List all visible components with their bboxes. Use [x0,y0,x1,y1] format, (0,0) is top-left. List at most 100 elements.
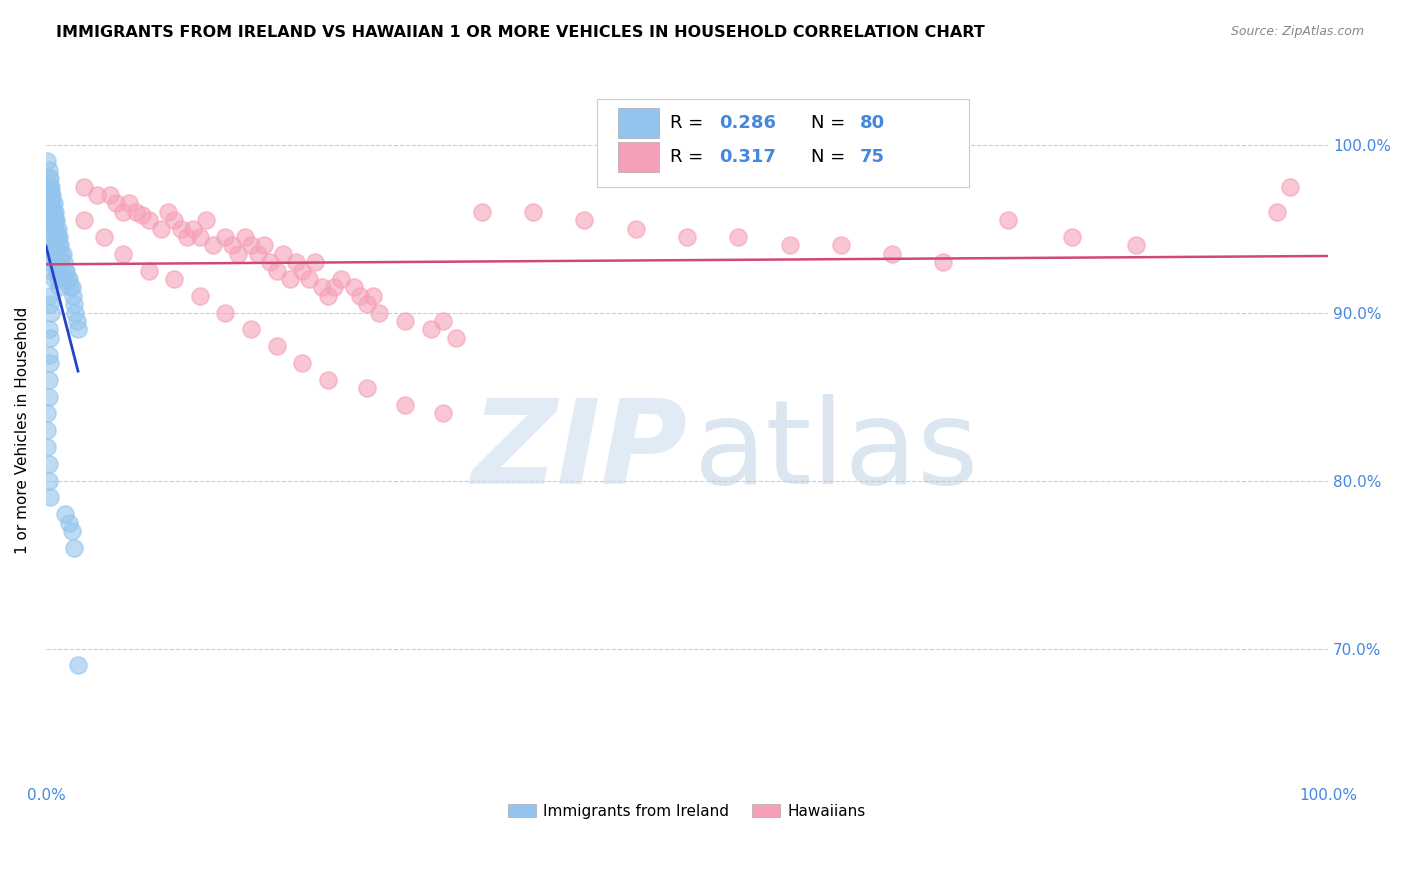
Point [38,297,60,311]
Point [62,289,84,303]
Point [66,314,89,328]
Point [394,314,416,328]
Point [42,247,65,261]
Text: Source: ZipAtlas.com: Source: ZipAtlas.com [1230,25,1364,38]
Point [58,516,80,530]
Point [44,213,66,227]
Point [45,230,67,244]
Point [125,204,148,219]
Text: 80: 80 [860,114,886,132]
Point [111,204,134,219]
Point [1125,238,1147,252]
Point [49,238,72,252]
Point [37,423,59,437]
Point [86,188,108,202]
Point [66,658,89,673]
Point [51,247,73,261]
Point [46,272,69,286]
Point [41,196,63,211]
Point [304,255,326,269]
Point [44,221,66,235]
Point [1278,179,1301,194]
Point [246,247,269,261]
Point [291,263,314,277]
Point [226,247,249,261]
Point [53,263,76,277]
Legend: Immigrants from Ireland, Hawaiians: Immigrants from Ireland, Hawaiians [502,797,872,825]
Point [38,196,60,211]
Point [53,508,76,522]
Point [56,272,79,286]
Point [98,188,121,202]
Point [41,263,63,277]
Point [446,331,468,345]
Point [624,221,647,235]
Point [48,280,70,294]
Point [131,208,153,222]
Point [46,221,69,235]
Point [38,390,60,404]
Point [38,162,60,177]
Point [38,204,60,219]
Point [394,398,416,412]
Point [39,188,62,202]
Point [38,179,60,194]
Point [38,322,60,336]
Point [38,221,60,235]
Point [37,440,59,454]
Point [676,230,699,244]
Point [471,204,494,219]
Text: R =: R = [671,114,710,132]
Point [38,348,60,362]
Point [361,289,384,303]
Point [46,230,69,244]
Text: 0.317: 0.317 [718,148,776,166]
Point [41,213,63,227]
Point [41,204,63,219]
Point [41,188,63,202]
Point [201,238,224,252]
Point [316,373,339,387]
Point [574,213,596,227]
Point [163,213,186,227]
Point [39,204,62,219]
Point [311,280,333,294]
Point [432,314,454,328]
Point [1060,230,1083,244]
Point [51,255,73,269]
Point [42,272,65,286]
Point [38,179,60,194]
Point [188,289,211,303]
FancyBboxPatch shape [598,99,969,186]
Text: 0.286: 0.286 [718,114,776,132]
Point [240,322,263,336]
Point [37,406,59,420]
Point [38,356,60,370]
Point [42,204,65,219]
Point [44,204,66,219]
Point [266,339,288,353]
Point [38,474,60,488]
Point [38,188,60,202]
Point [432,406,454,420]
Point [118,196,141,211]
Point [214,305,236,319]
Point [1265,204,1288,219]
Point [240,238,263,252]
Point [183,221,205,235]
Point [59,280,82,294]
Point [779,238,801,252]
Point [45,213,67,227]
Point [343,280,366,294]
Point [39,230,62,244]
Point [138,213,160,227]
Text: R =: R = [671,148,710,166]
Point [41,238,63,252]
Text: ZIP: ZIP [471,394,688,509]
Point [111,247,134,261]
Point [52,247,75,261]
Point [882,247,904,261]
Point [156,204,179,219]
FancyBboxPatch shape [617,143,659,172]
Point [38,289,60,303]
